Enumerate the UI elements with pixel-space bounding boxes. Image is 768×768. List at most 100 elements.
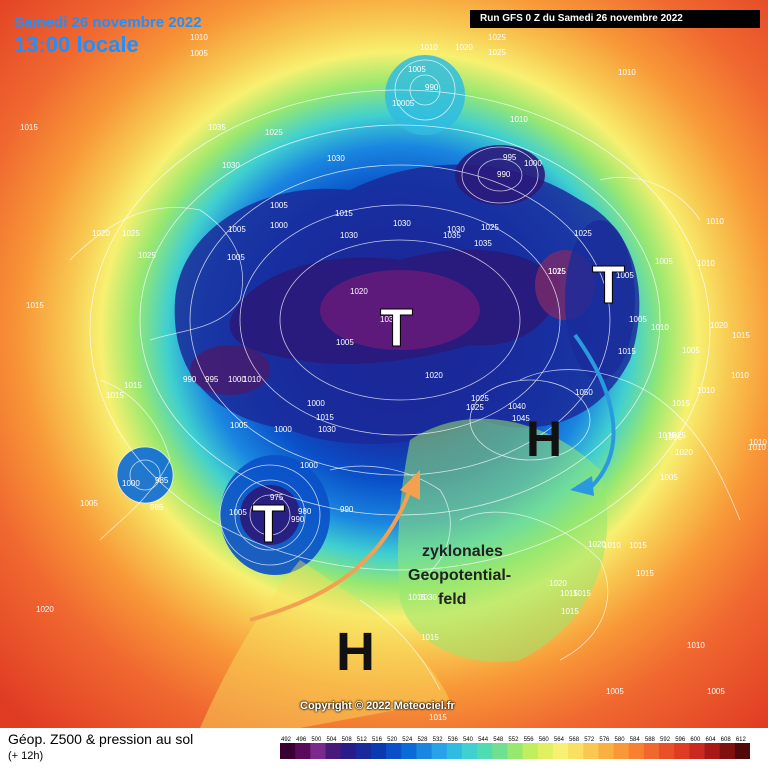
isobar-label: 1015 [548,267,566,276]
isobar-label: 1000 [270,221,288,230]
scale-swatch [370,743,387,759]
isobar-label: 1015 [20,123,38,132]
scale-label: 524 [402,737,413,743]
isobar-label: 1025 [122,229,140,238]
isobar-label: 980 [298,507,312,516]
isobar-label: 1010 [749,438,767,447]
isobar-label: 1025 [471,394,489,403]
isobar-label: 1015 [124,381,142,390]
isobar-label: 990 [291,515,305,524]
scale-swatch [280,743,296,759]
scale-label: 592 [660,737,671,743]
isobar-label: 1030 [340,231,358,240]
scale-label: 556 [524,737,535,743]
scale-label: 576 [599,737,610,743]
isobar-label: 1005 [229,508,247,517]
high-marker-scandinavia: H [526,411,562,467]
isobar-label: 1020 [455,43,473,52]
low-marker-atlantic: T [252,494,285,554]
isobar-label: 1005 [228,225,246,234]
isobar-label: 1030 [327,154,345,163]
isobar-label: 1030 [222,161,240,170]
scale-swatch [295,743,311,759]
scale-swatch [325,743,342,759]
scale-swatch [386,743,402,759]
isobar-label: 1015 [732,331,750,340]
scale-label: 568 [569,737,580,743]
isobar-label: 1020 [710,321,728,330]
isobar-label: 1015 [26,301,44,310]
isobar-label: 985 [155,476,169,485]
isobar-label: 1005 [660,473,678,482]
ridge-europe [398,418,608,662]
scale-label: 520 [387,737,398,743]
isobar-label: 1000 [300,461,318,470]
scale-swatch [659,743,675,759]
scale-label: 580 [615,737,626,743]
isobar-label: 1005 [682,346,700,355]
polar-vortex [117,55,640,575]
scale-label: 612 [736,737,747,743]
high-marker-azores: H [336,622,375,682]
low-marker-siberia: T [592,255,625,315]
scale-swatch [719,743,736,759]
scale-label: 492 [281,737,292,743]
isobar-label: 1015 [629,541,647,550]
scale-swatch [598,743,615,759]
isobar-label: 1025 [668,431,686,440]
isobar-label: 1000 [307,399,325,408]
isobar-label: 1025 [488,48,506,57]
scale-swatch [537,743,554,759]
scale-swatch [446,743,463,759]
isobar-label: 1030 [380,315,398,324]
isobar-label: 990 [425,83,439,92]
isobar-label: 995 [205,375,219,384]
scale-label: 512 [357,737,368,743]
scale-swatch [431,743,448,759]
scale-swatch [704,743,721,759]
isobar-label: 1015 [335,209,353,218]
scale-label: 548 [493,737,504,743]
scale-label: 608 [721,737,732,743]
scale-swatch [492,743,508,759]
isobar-label: 1020 [675,448,693,457]
isobar-label: 1045 [512,414,530,423]
scale-swatch [628,743,645,759]
isobar-label: 985 [150,503,164,512]
scale-swatch [461,743,478,759]
isobar-label: 1005 [190,49,208,58]
scale-label: 596 [675,737,686,743]
isobar-label: 1010 [420,43,438,52]
isobar-label: 1010 [651,323,669,332]
scale-swatch [613,743,630,759]
isobar-label: 1025 [548,267,566,276]
scale-label: 516 [372,737,383,743]
isobar-label: 1035 [474,239,492,248]
warm-air-arrowhead [400,470,420,500]
isobar-label: 1025 [466,403,484,412]
isobar-label: 1015 [664,433,682,442]
isobar-label: 1005 [655,257,673,266]
isobar-label: 975 [270,493,284,502]
isobar-label: 1005 [80,499,98,508]
isobar-label: 1010 [731,371,749,380]
isobar-label: 1035 [443,231,461,240]
isobar-label: 1015 [429,713,447,722]
isobar-label: 1035 [208,123,226,132]
scale-swatch [583,743,599,759]
scale-label: 544 [478,737,489,743]
isobar-label: 1015 [573,589,591,598]
map-date: Samedi 26 novembre 2022 [14,14,202,31]
isobar-label: 1015 [636,569,654,578]
map-time: 13:00 locale [14,32,139,57]
isobar-label: 1015 [560,589,578,598]
scale-label: 504 [326,737,337,743]
isobar-label: 1050 [575,388,593,397]
legend-subtitle: (+ 12h) [8,750,44,762]
isobar-label: 1015 [672,399,690,408]
model-run-label: Run GFS 0 Z du Samedi 26 novembre 2022 [470,10,760,28]
isobar-label: 1010 [748,443,766,452]
